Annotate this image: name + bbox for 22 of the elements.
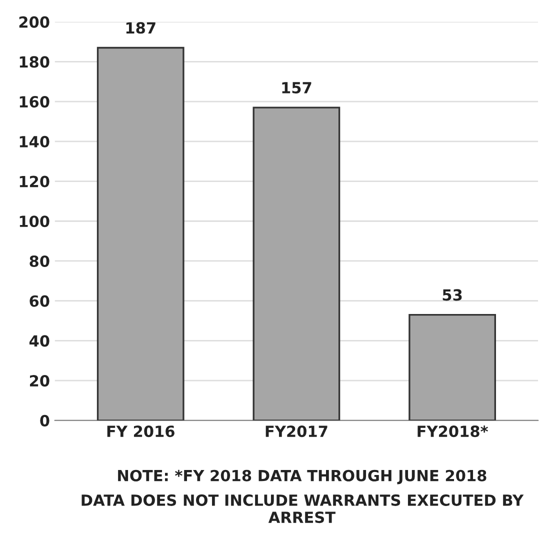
y-tick-label: 200 xyxy=(19,16,50,28)
data-label: 53 xyxy=(442,289,462,301)
y-tick-label: 120 xyxy=(20,176,50,188)
y-tick-label: 40 xyxy=(29,335,50,347)
y-tick-label: 140 xyxy=(20,136,50,148)
y-tick-label: 0 xyxy=(40,414,50,426)
y-tick-label: 80 xyxy=(30,255,50,268)
text: DATA DOES NOT INCLUDE WARRANTS EXECUTED BY ARREST xyxy=(82,494,524,524)
data-label: 187 xyxy=(126,22,156,34)
bar xyxy=(96,46,184,420)
x-tick-label: FY2017 xyxy=(266,426,328,438)
x-tick-label: FY 2016 xyxy=(107,426,174,438)
x-tick-label: FY2018* xyxy=(418,426,488,438)
text: NOTE: *FY 2018 DATA THROUGH JUNE 2018 xyxy=(118,470,486,484)
y-tick-label: 160 xyxy=(20,96,50,108)
data-label: 157 xyxy=(282,82,312,94)
y-tick-label: 60 xyxy=(30,295,50,307)
y-tick-label: 100 xyxy=(20,216,50,228)
bar xyxy=(408,314,496,420)
y-tick-label: 180 xyxy=(20,56,50,68)
bar xyxy=(252,106,340,420)
y-tick-label: 20 xyxy=(30,375,50,387)
